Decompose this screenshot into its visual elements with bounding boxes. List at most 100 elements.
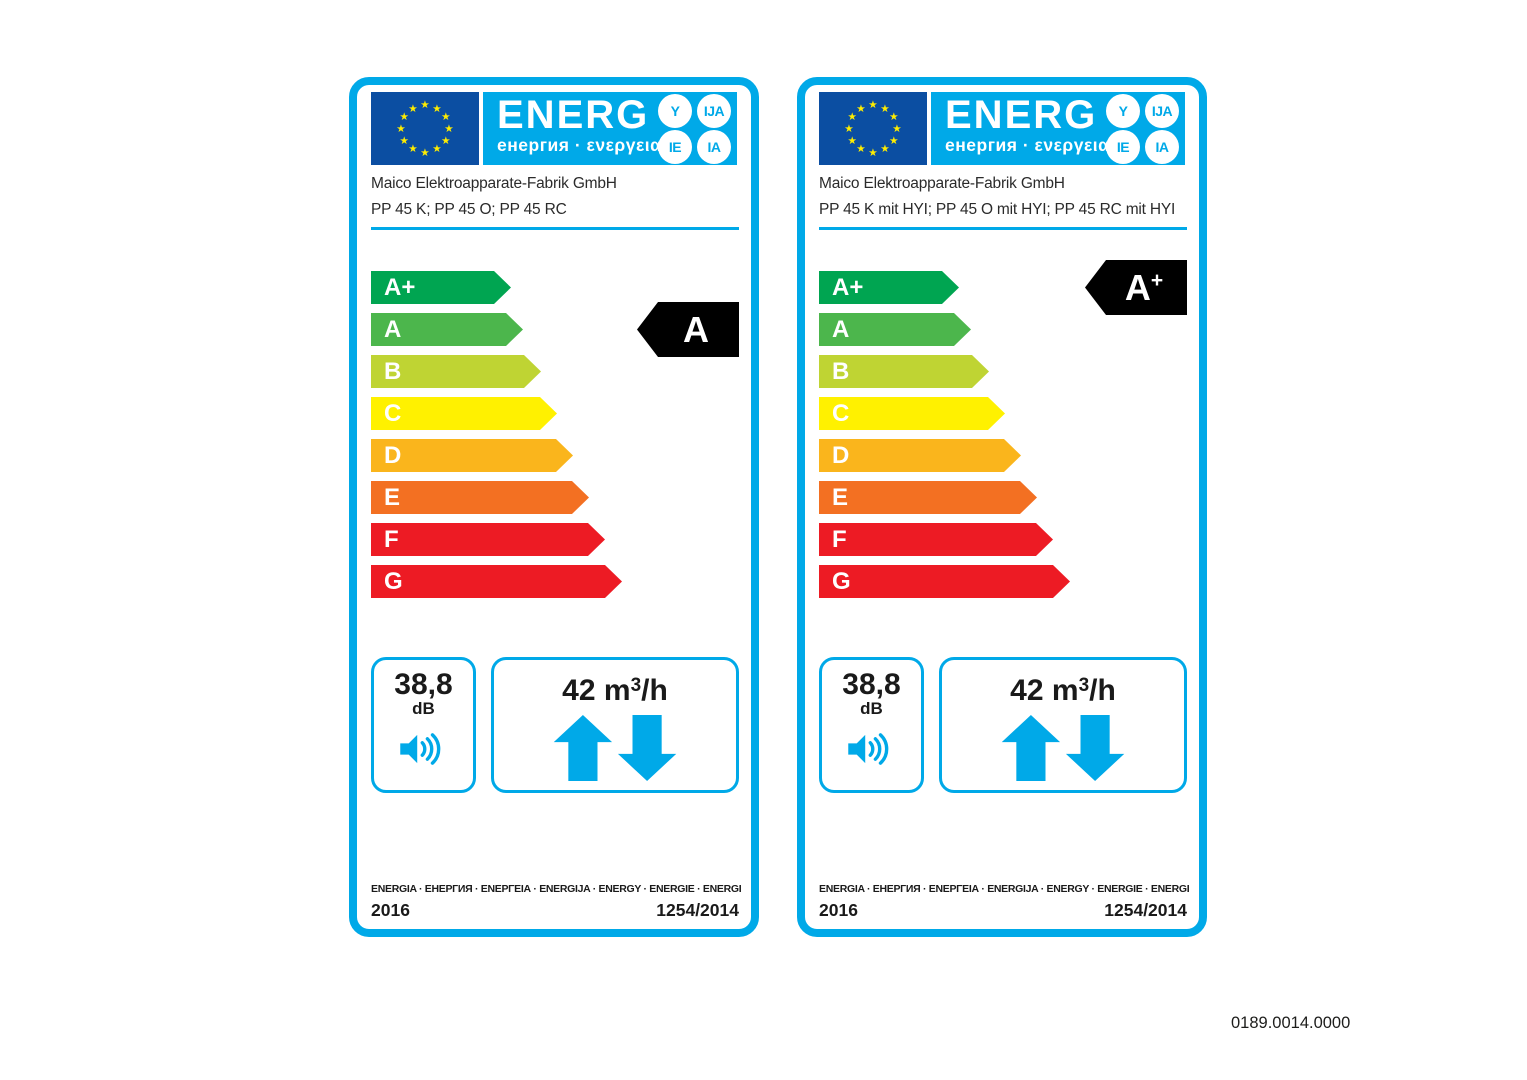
svg-text:★: ★: [856, 143, 865, 155]
energ-subtitle: енергия · ενεργεια: [497, 135, 662, 155]
badge-ia: IA: [1145, 130, 1179, 164]
badge-ie: IE: [658, 130, 692, 164]
down-arrow-icon: [1065, 714, 1125, 782]
up-arrow-icon: [1001, 714, 1061, 782]
noise-value: 38,8: [394, 668, 453, 701]
svg-text:★: ★: [399, 135, 408, 147]
airflow-box: 42 m3/h: [491, 657, 739, 793]
energy-class-bar-label: A+: [832, 274, 864, 301]
energy-class-bar: F: [819, 523, 1053, 556]
energy-label-2: ★ ★ ★ ★ ★ ★ ★ ★ ★ ★ ★ ★ ENERG енергия · ενεργεια…: [797, 77, 1207, 937]
energy-class-bar: E: [371, 481, 589, 514]
energ-banner: ENERG енергия · ενεργεια Y IJA IE IA: [483, 92, 737, 165]
energy-class-bar-label: D: [384, 442, 402, 469]
airflow-prefix: 42 m: [562, 674, 631, 707]
svg-text:★: ★: [844, 123, 853, 135]
svg-text:★: ★: [408, 143, 417, 155]
noise-box: 38,8 dB: [371, 657, 476, 793]
svg-text:★: ★: [441, 135, 450, 147]
energ-word: ENERG: [945, 93, 1098, 137]
svg-text:★: ★: [399, 111, 408, 123]
energy-class-bar: G: [371, 565, 622, 598]
energy-class-bar: F: [371, 523, 605, 556]
languages-line: ENERGIA · ЕНЕРГИЯ · ΕΝΕΡΓΕΙΑ · ENERGIJA …: [371, 883, 742, 895]
energy-class-bar: A+: [371, 271, 511, 304]
svg-text:★: ★: [889, 111, 898, 123]
badge-ie: IE: [1106, 130, 1140, 164]
noise-unit: dB: [860, 699, 883, 718]
energy-class-bar-label: G: [384, 568, 403, 595]
airflow-arrows: [990, 713, 1136, 788]
energy-class-scale: A+ A B C D E F G A: [371, 271, 739, 598]
label-header: ★ ★ ★ ★ ★ ★ ★ ★ ★ ★ ★ ★ ENERG енергия · ενεργεια…: [371, 92, 737, 165]
badge-ia: IA: [697, 130, 731, 164]
svg-text:★: ★: [408, 103, 417, 115]
airflow-suffix: /h: [641, 674, 668, 707]
energy-class-bar: B: [371, 355, 541, 388]
energy-class-bar-label: F: [832, 526, 847, 553]
noise-box: 38,8 dB: [819, 657, 924, 793]
badge-y: Y: [658, 94, 692, 128]
footer-row: 2016 1254/2014: [371, 900, 739, 921]
badge-ija: IJA: [697, 94, 731, 128]
svg-text:★: ★: [420, 147, 429, 159]
energy-class-bar: C: [819, 397, 1005, 430]
airflow-suffix: /h: [1089, 674, 1116, 707]
svg-text:★: ★: [847, 135, 856, 147]
supplier-name: Maico Elektroapparate-Fabrik GmbH: [371, 175, 617, 192]
airflow-value: 42 m3/h: [1010, 670, 1116, 707]
energ-banner: ENERG енергия · ενεργεια Y IJA IE IA: [931, 92, 1185, 165]
languages-line: ENERGIA · ЕНЕРГИЯ · ΕΝΕΡΓΕΙΑ · ENERGIJA …: [819, 883, 1190, 895]
svg-text:★: ★: [880, 143, 889, 155]
regulation-number: 1254/2014: [656, 900, 739, 920]
noise-value: 38,8: [842, 668, 901, 701]
language-badges: Y IJA IE IA: [658, 94, 732, 164]
energy-label-1: ★ ★ ★ ★ ★ ★ ★ ★ ★ ★ ★ ★ ENERG енергия · ενεργεια…: [349, 77, 759, 937]
energy-class-bar: A: [819, 313, 971, 346]
energy-class-bar-label: F: [384, 526, 399, 553]
airflow-arrows: [542, 713, 688, 788]
energy-class-bar-label: C: [384, 400, 402, 427]
eu-stars-icon: ★ ★★ ★★★ ★★★ ★★★: [844, 99, 901, 159]
airflow-box: 42 m3/h: [939, 657, 1187, 793]
svg-text:★: ★: [892, 123, 901, 135]
energy-class-bar-label: A+: [384, 274, 416, 301]
rating-suffix: +: [1150, 269, 1164, 292]
speaker-icon: [846, 728, 898, 775]
energy-class-bar-label: D: [832, 442, 850, 469]
energy-class-bar-label: E: [384, 484, 401, 511]
svg-text:★: ★: [432, 103, 441, 115]
rating-indicator-arrow: A: [637, 302, 739, 357]
eu-flag: ★ ★ ★ ★ ★ ★ ★ ★ ★ ★ ★ ★: [819, 92, 927, 165]
divider-rule: [371, 227, 739, 230]
energy-class-bar: G: [819, 565, 1070, 598]
airflow-exponent: 3: [1078, 675, 1090, 696]
language-badges: Y IJA IE IA: [1106, 94, 1180, 164]
energy-class-bar: D: [819, 439, 1021, 472]
airflow-prefix: 42 m: [1010, 674, 1079, 707]
energy-class-bar-label: A: [832, 316, 850, 343]
svg-text:★: ★: [868, 99, 877, 111]
footer-row: 2016 1254/2014: [819, 900, 1187, 921]
svg-text:★: ★: [432, 143, 441, 155]
svg-text:★: ★: [847, 111, 856, 123]
divider-rule: [819, 227, 1187, 230]
energy-label-1-inner: ★ ★ ★ ★ ★ ★ ★ ★ ★ ★ ★ ★ ENERG енергия · ενεργεια…: [357, 85, 751, 929]
energy-class-bar-label: G: [832, 568, 851, 595]
energy-class-bar: E: [819, 481, 1037, 514]
svg-text:★: ★: [880, 103, 889, 115]
label-header: ★ ★ ★ ★ ★ ★ ★ ★ ★ ★ ★ ★ ENERG енергия · ενεργεια…: [819, 92, 1185, 165]
svg-text:★: ★: [444, 123, 453, 135]
svg-text:★: ★: [868, 147, 877, 159]
energy-class-bar-label: B: [832, 358, 850, 385]
regulation-number: 1254/2014: [1104, 900, 1187, 920]
energ-word: ENERG: [497, 93, 650, 137]
energy-label-2-inner: ★ ★ ★ ★ ★ ★ ★ ★ ★ ★ ★ ★ ENERG енергия · ενεργεια…: [805, 85, 1199, 929]
rating-indicator-arrow: A +: [1085, 260, 1187, 315]
energy-class-scale: A+ A B C D E F G A +: [819, 260, 1187, 598]
svg-text:★: ★: [856, 103, 865, 115]
supplier-name: Maico Elektroapparate-Fabrik GmbH: [819, 175, 1065, 192]
down-arrow-icon: [617, 714, 677, 782]
value-boxes: 38,8 dB 42 m3/h: [819, 657, 1187, 793]
svg-text:★: ★: [889, 135, 898, 147]
